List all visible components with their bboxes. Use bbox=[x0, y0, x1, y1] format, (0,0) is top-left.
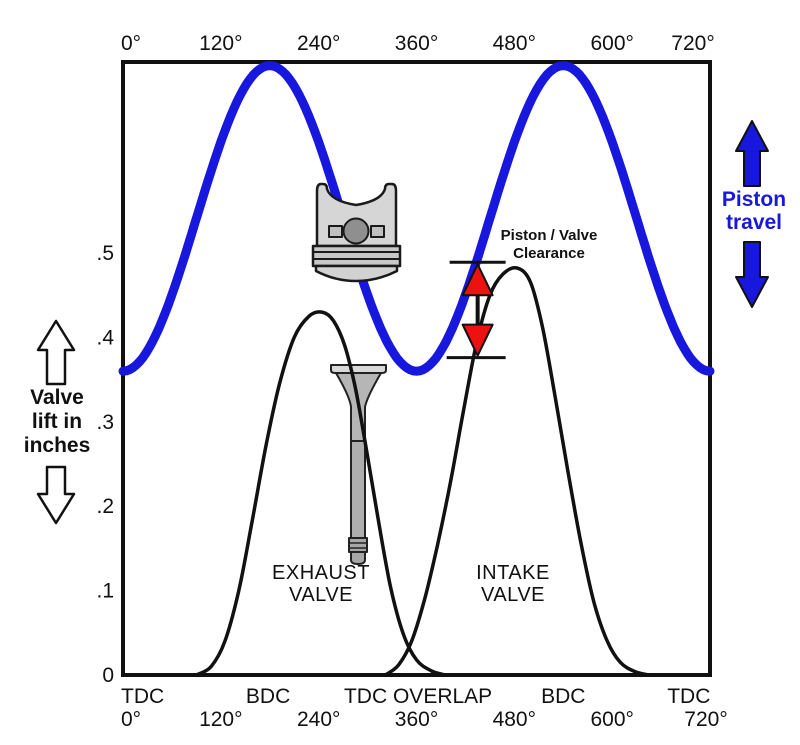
bottom-stroke-labels: TDC BDC TDC OVERLAP BDC TDC bbox=[121, 685, 710, 708]
intake-valve-label: INTAKE VALVE bbox=[460, 562, 566, 606]
bottom-axis-tick-480: 480° bbox=[493, 708, 536, 731]
valve-tip bbox=[350, 551, 366, 565]
intake-line: VALVE bbox=[480, 584, 545, 606]
y-axis-tick-.2: .2 bbox=[96, 495, 114, 518]
valve-stem bbox=[350, 440, 366, 539]
piston-pin-boss-left bbox=[328, 225, 343, 238]
valve-keeper-grooves bbox=[348, 537, 368, 553]
top-axis-labels: 0° 120° 240° 360° 480° 600° 720° bbox=[121, 32, 715, 55]
clearance-annotation bbox=[446, 260, 506, 360]
exhaust-line: EXHAUST bbox=[272, 562, 370, 584]
top-axis-tick-240: 240° bbox=[297, 32, 340, 55]
valve-lift-line: lift in bbox=[31, 410, 83, 433]
valve-lift-axis-label: Valve lift in inches bbox=[6, 386, 108, 458]
valve-lift-line: inches bbox=[23, 434, 91, 457]
valve-lift-down-arrow-icon bbox=[36, 465, 76, 525]
valve-lift-up-arrow-icon bbox=[36, 319, 76, 386]
piston-travel-label: Piston travel bbox=[708, 188, 800, 234]
valve-lift-line: Valve bbox=[30, 386, 84, 409]
stroke-label-tdc: TDC bbox=[121, 685, 164, 708]
piston-pin-boss-right bbox=[370, 225, 385, 238]
top-axis-tick-0: 0° bbox=[121, 32, 141, 55]
y-axis-tick-.3: .3 bbox=[96, 411, 114, 434]
clearance-down-arrow-icon bbox=[461, 323, 494, 357]
clearance-line: Clearance bbox=[513, 245, 585, 262]
exhaust-line: VALVE bbox=[288, 584, 353, 606]
bottom-axis-tick-120: 120° bbox=[199, 708, 242, 731]
piston-ring-band bbox=[311, 244, 402, 268]
piston-skirt bbox=[314, 264, 399, 283]
y-axis-tick-.1: .1 bbox=[96, 580, 114, 603]
clearance-label: Piston / Valve Clearance bbox=[488, 227, 610, 263]
clearance-up-arrow-icon bbox=[461, 263, 494, 297]
stroke-label-bdc: BDC bbox=[246, 685, 290, 708]
y-axis-tick-0: 0 bbox=[102, 664, 114, 687]
bottom-degree-labels: 0° 120° 240° 360° 480° 600° 720° bbox=[121, 708, 728, 731]
bottom-axis-tick-600: 600° bbox=[590, 708, 633, 731]
valve-head bbox=[330, 364, 387, 374]
top-axis-tick-120: 120° bbox=[199, 32, 242, 55]
bottom-axis-tick-240: 240° bbox=[297, 708, 340, 731]
piston-illustration bbox=[311, 182, 402, 283]
piston-travel-curve bbox=[118, 61, 715, 376]
top-axis-tick-600: 600° bbox=[590, 32, 633, 55]
piston-travel-line: travel bbox=[725, 211, 783, 234]
piston-travel-line: Piston bbox=[721, 188, 787, 211]
bottom-axis-tick-720: 720° bbox=[684, 708, 727, 731]
exhaust-valve-label: EXHAUST VALVE bbox=[268, 562, 374, 606]
top-axis-tick-480: 480° bbox=[493, 32, 536, 55]
piston-wrist-pin bbox=[342, 217, 370, 245]
stroke-label-bdc: BDC bbox=[541, 685, 585, 708]
y-axis-tick-.5: .5 bbox=[96, 242, 114, 265]
y-axis-labels: .5 .4 .3 .2 .1 0 bbox=[96, 242, 114, 687]
intake-valve-curve bbox=[383, 266, 651, 677]
top-axis-tick-720: 720° bbox=[671, 32, 714, 55]
piston-travel-down-arrow-icon bbox=[735, 241, 769, 308]
exhaust-valve-curve bbox=[194, 310, 447, 677]
bottom-axis-tick-360: 360° bbox=[395, 708, 438, 731]
piston-travel-up-arrow-icon bbox=[735, 120, 769, 187]
stroke-label-tdc-overlap: TDC OVERLAP bbox=[344, 685, 492, 708]
clearance-line: Piston / Valve bbox=[500, 227, 598, 244]
bottom-axis-tick-0: 0° bbox=[121, 708, 141, 731]
intake-line: INTAKE bbox=[476, 562, 550, 584]
stroke-label-tdc: TDC bbox=[667, 685, 710, 708]
y-axis-tick-.4: .4 bbox=[96, 326, 114, 349]
top-axis-tick-360: 360° bbox=[395, 32, 438, 55]
